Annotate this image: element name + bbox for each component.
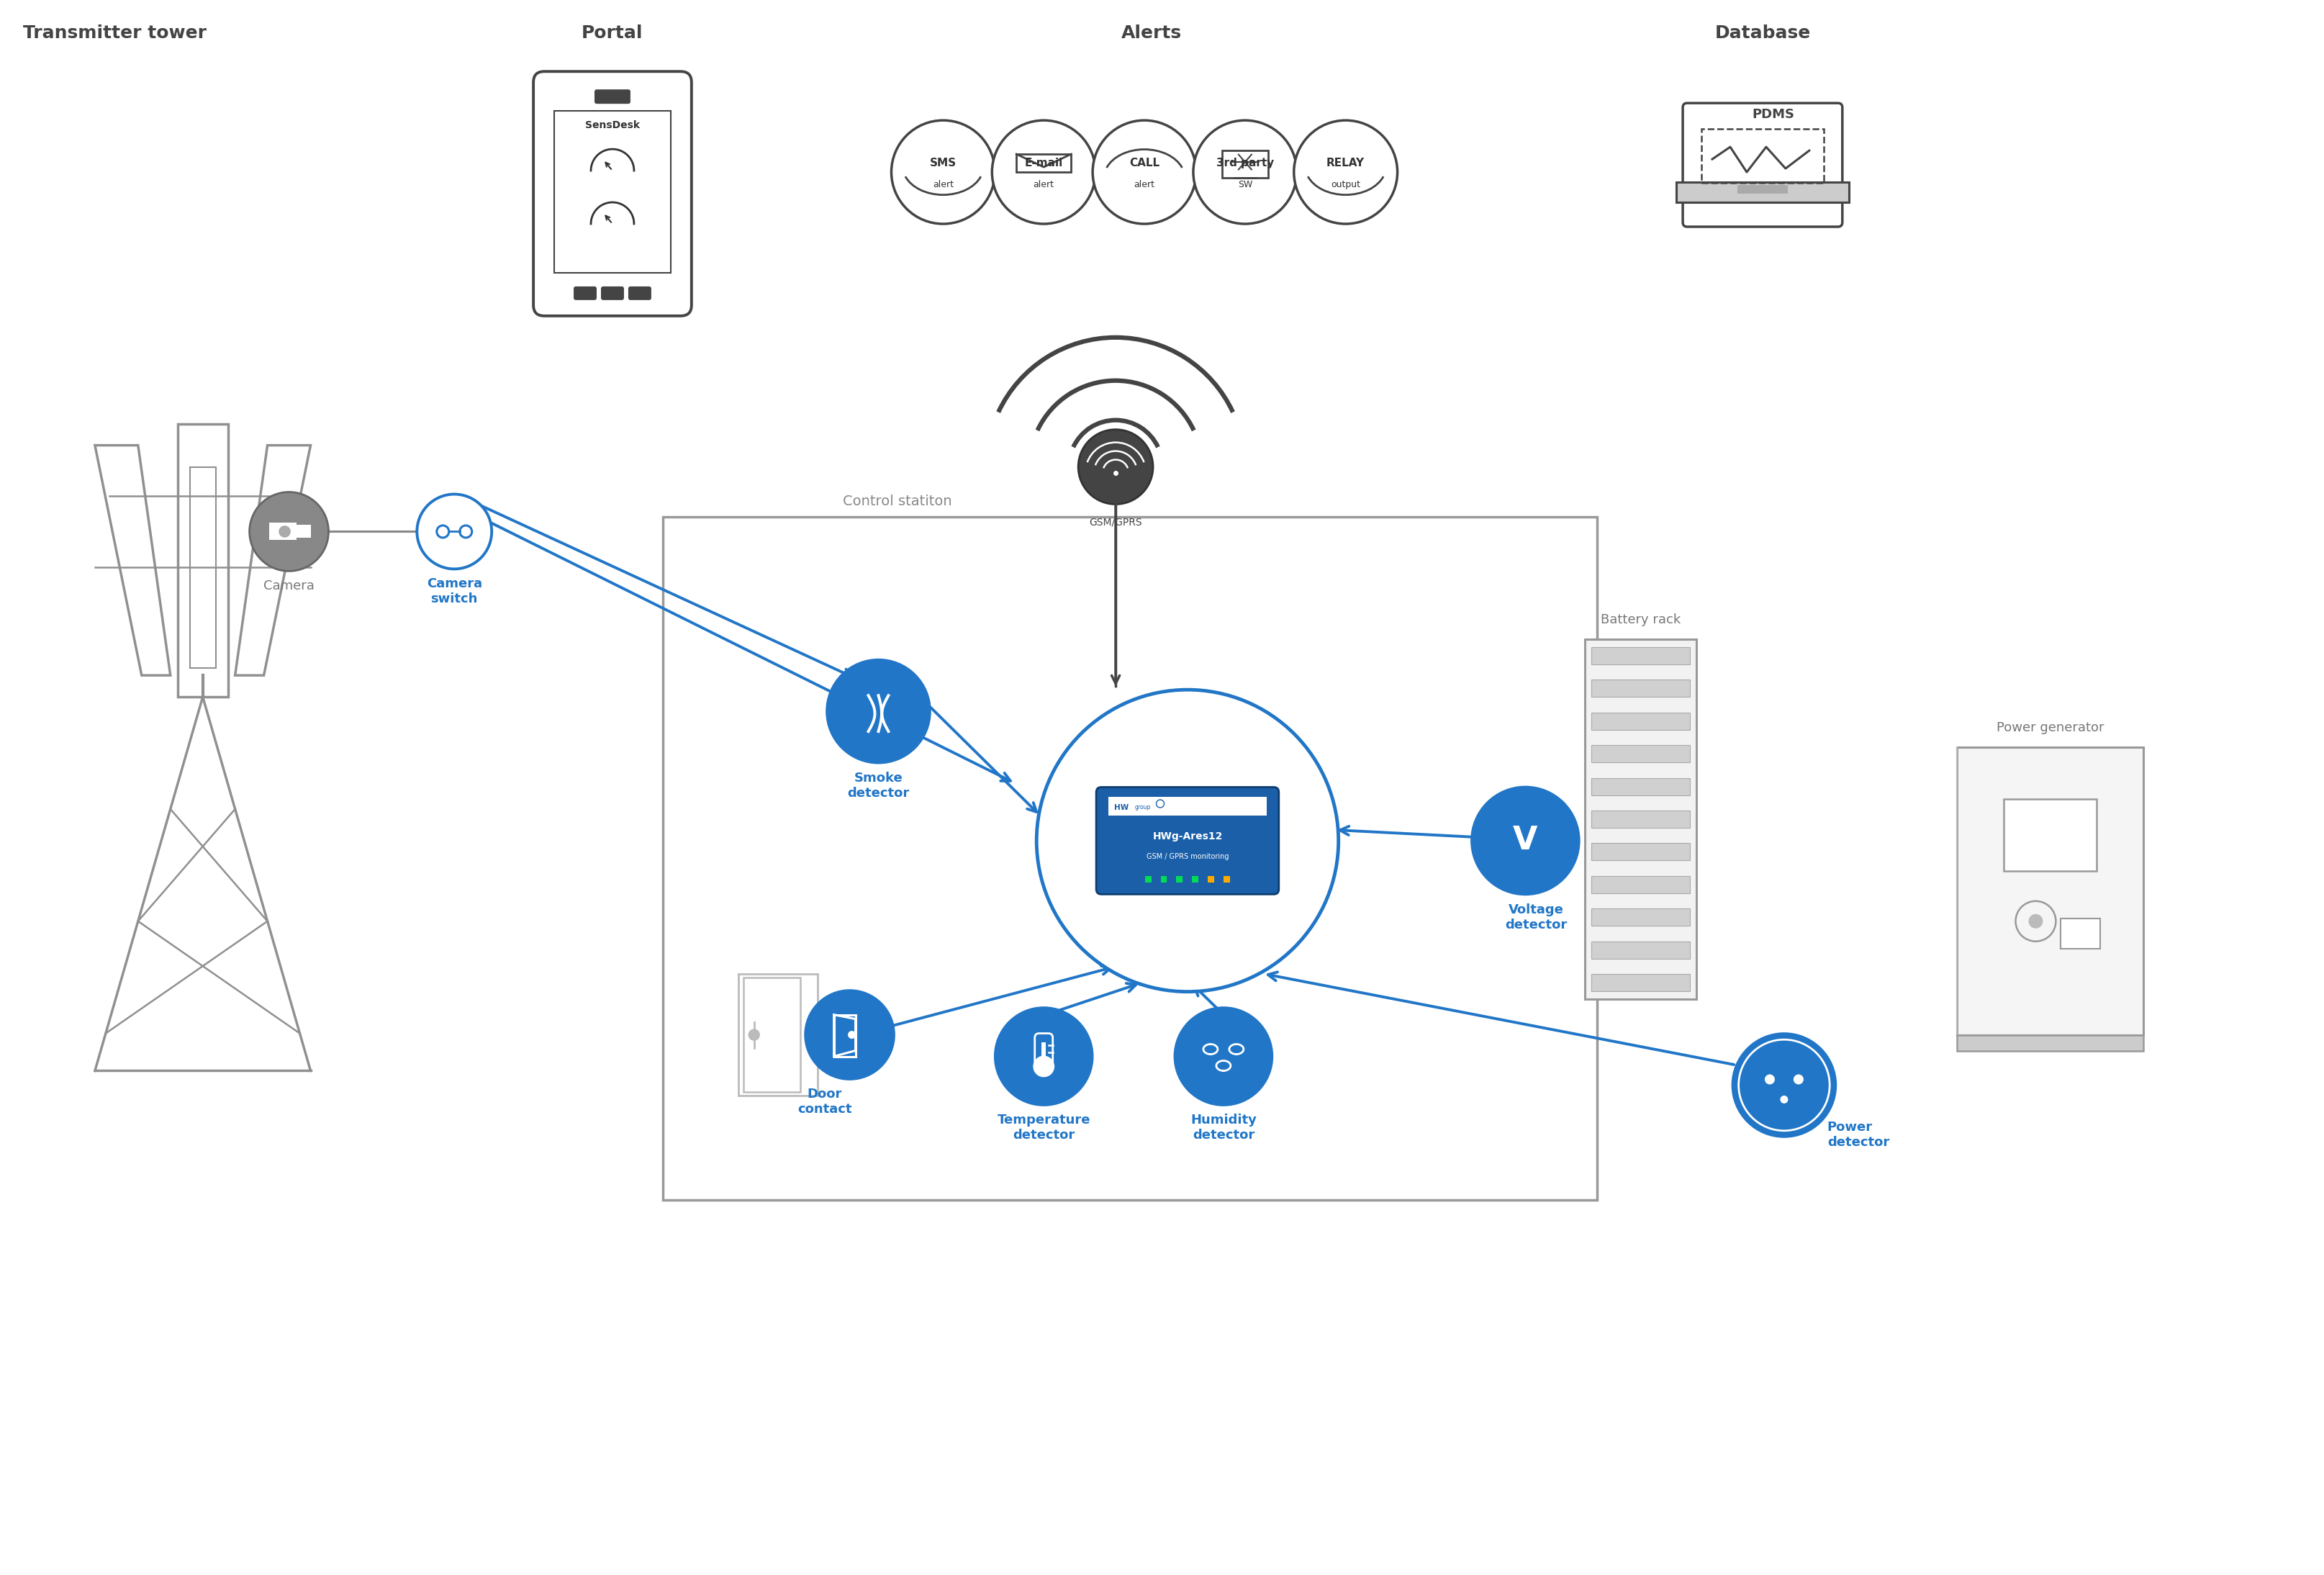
Circle shape — [2029, 914, 2043, 928]
Circle shape — [1037, 690, 1339, 992]
Circle shape — [416, 495, 493, 569]
Text: SMS: SMS — [930, 158, 957, 169]
Bar — [1592, 942, 1690, 959]
Text: Portal: Portal — [581, 25, 644, 43]
Circle shape — [848, 1032, 855, 1040]
Text: group: group — [1134, 803, 1150, 811]
Text: alert: alert — [1134, 180, 1155, 189]
Bar — [1592, 973, 1690, 991]
FancyBboxPatch shape — [1683, 102, 1843, 227]
Circle shape — [995, 1008, 1092, 1106]
Bar — [553, 110, 672, 272]
Text: Voltage
detector: Voltage detector — [1506, 902, 1566, 931]
Text: RELAY: RELAY — [1327, 158, 1364, 169]
Circle shape — [1092, 120, 1197, 224]
Bar — [1957, 1035, 2143, 1051]
Text: Smoke
detector: Smoke detector — [848, 772, 909, 800]
Bar — [1592, 712, 1690, 729]
FancyBboxPatch shape — [627, 287, 651, 301]
Bar — [270, 523, 295, 540]
Text: HW: HW — [1113, 805, 1129, 811]
Bar — [1592, 909, 1690, 926]
Bar — [834, 1014, 855, 1057]
Text: HWg-Ares12: HWg-Ares12 — [1153, 832, 1222, 841]
Bar — [739, 973, 818, 1096]
Text: SensDesk: SensDesk — [586, 120, 639, 131]
Circle shape — [1034, 1057, 1053, 1076]
Text: alert: alert — [932, 180, 953, 189]
Text: PDMS: PDMS — [1752, 109, 1794, 121]
Bar — [1146, 876, 1150, 882]
Bar — [2061, 918, 2101, 948]
Bar — [1592, 778, 1690, 795]
Bar — [1225, 876, 1229, 882]
Circle shape — [1174, 1008, 1271, 1106]
Text: Battery rack: Battery rack — [1601, 614, 1680, 627]
Circle shape — [892, 120, 995, 224]
Bar — [1208, 876, 1215, 882]
Bar — [1192, 876, 1199, 882]
FancyBboxPatch shape — [595, 90, 630, 104]
Bar — [1592, 745, 1690, 762]
Circle shape — [1794, 1074, 1803, 1085]
Circle shape — [1192, 120, 1297, 224]
Circle shape — [1294, 120, 1397, 224]
Text: Temperature
detector: Temperature detector — [997, 1114, 1090, 1142]
Text: Control statiton: Control statiton — [844, 495, 951, 509]
Text: output: output — [1332, 180, 1360, 189]
Circle shape — [827, 660, 930, 762]
Bar — [1701, 129, 1824, 183]
Bar — [1592, 843, 1690, 860]
Text: SW: SW — [1239, 180, 1253, 189]
FancyBboxPatch shape — [602, 287, 623, 301]
Text: Transmitter tower: Transmitter tower — [23, 25, 207, 43]
Bar — [1109, 797, 1267, 816]
Text: Alerts: Alerts — [1120, 25, 1183, 43]
Text: CALL: CALL — [1129, 158, 1160, 169]
Bar — [1176, 876, 1183, 882]
Text: 3rd party: 3rd party — [1215, 158, 1274, 169]
Bar — [1041, 1043, 1046, 1062]
Text: alert: alert — [1034, 180, 1055, 189]
Circle shape — [1731, 1033, 1836, 1137]
Bar — [1738, 184, 1787, 194]
Circle shape — [1764, 1074, 1776, 1085]
Text: V: V — [1513, 825, 1538, 857]
Text: Camera
switch: Camera switch — [428, 578, 481, 605]
Text: Power
detector: Power detector — [1827, 1121, 1889, 1150]
Bar — [662, 517, 1597, 1200]
Bar — [1676, 183, 1850, 202]
Bar — [1592, 647, 1690, 665]
Circle shape — [804, 991, 895, 1079]
Text: Database: Database — [1715, 25, 1810, 43]
Text: GSM/GPRS: GSM/GPRS — [1090, 517, 1141, 528]
Circle shape — [992, 120, 1095, 224]
Bar — [1016, 154, 1071, 172]
Bar — [1957, 747, 2143, 1035]
Bar — [2003, 799, 2096, 871]
Text: E-mail: E-mail — [1025, 158, 1062, 169]
FancyBboxPatch shape — [535, 71, 693, 317]
Bar — [1160, 876, 1167, 882]
Circle shape — [279, 524, 290, 539]
FancyBboxPatch shape — [1097, 788, 1278, 895]
Text: Door
contact: Door contact — [797, 1088, 851, 1117]
Bar — [744, 978, 799, 1093]
Circle shape — [249, 491, 328, 572]
Bar — [1222, 151, 1269, 178]
Bar — [1585, 639, 1697, 999]
Bar — [295, 524, 311, 539]
FancyBboxPatch shape — [574, 287, 597, 301]
Circle shape — [1471, 788, 1580, 895]
Bar — [1592, 876, 1690, 893]
Bar — [1592, 811, 1690, 828]
Circle shape — [748, 1030, 760, 1040]
Text: Power generator: Power generator — [1996, 721, 2103, 734]
Bar — [1592, 680, 1690, 698]
Text: Humidity
detector: Humidity detector — [1190, 1114, 1257, 1142]
Text: GSM / GPRS monitoring: GSM / GPRS monitoring — [1146, 854, 1229, 860]
Text: Camera: Camera — [263, 580, 314, 592]
Circle shape — [1078, 430, 1153, 504]
Circle shape — [1780, 1096, 1787, 1104]
